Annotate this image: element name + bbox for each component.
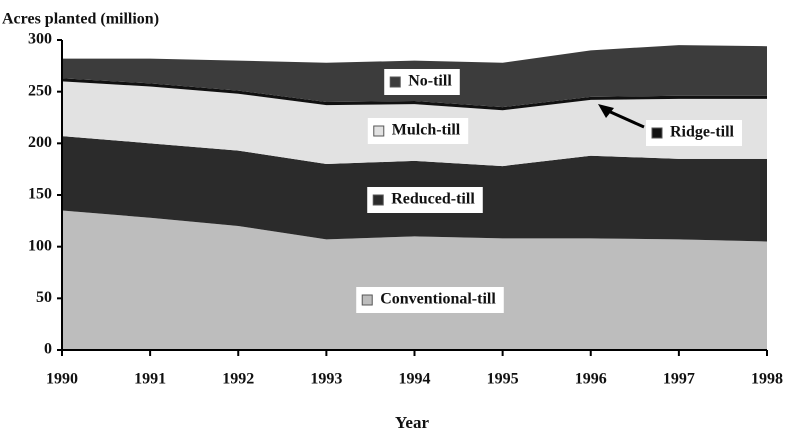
- legend-swatch: [373, 125, 385, 137]
- legend-swatch: [361, 294, 373, 306]
- x-tick-label: 1994: [399, 371, 431, 388]
- x-tick-label: 1998: [751, 371, 783, 388]
- x-tick-label: 1992: [222, 371, 254, 388]
- y-tick-label: 0: [44, 341, 52, 358]
- legend-swatch: [372, 194, 384, 206]
- series-label-text: Ridge-till: [670, 124, 735, 141]
- legend-swatch: [389, 76, 401, 88]
- area: [62, 78, 767, 111]
- legend-swatch: [651, 127, 663, 139]
- y-tick-label: 300: [28, 31, 52, 48]
- x-tick-label: 1993: [310, 371, 342, 388]
- y-tick-label: 250: [28, 82, 52, 99]
- series-label: No-till: [384, 69, 460, 95]
- series-label-text: Conventional-till: [380, 291, 496, 308]
- series-label-box: [356, 287, 504, 313]
- series-label: Mulch-till: [367, 118, 469, 144]
- x-axis-label: Year: [395, 413, 429, 432]
- series-label: Ridge-till: [646, 120, 742, 146]
- y-tick-label: 50: [36, 289, 52, 306]
- x-tick-label: 1996: [575, 371, 607, 388]
- x-tick-label: 1995: [487, 371, 519, 388]
- series-label-text: Mulch-till: [392, 122, 461, 139]
- arrow-head: [598, 104, 614, 118]
- y-tick-label: 200: [28, 134, 52, 151]
- series-label-text: No-till: [408, 73, 452, 90]
- x-tick-label: 1990: [46, 371, 78, 388]
- area: [62, 210, 767, 350]
- x-tick-label: 1997: [663, 371, 695, 388]
- series-label-box: [367, 118, 469, 144]
- series-label-box: [367, 187, 483, 213]
- series-label: Conventional-till: [356, 287, 504, 313]
- y-tick-label: 150: [28, 186, 52, 203]
- series-label: Reduced-till: [367, 187, 483, 213]
- series-label-text: Reduced-till: [391, 191, 475, 208]
- arrow-shaft: [605, 108, 645, 129]
- chart-title: Acres planted (million): [2, 11, 159, 28]
- x-tick-label: 1991: [134, 371, 166, 388]
- y-tick-label: 100: [28, 237, 52, 254]
